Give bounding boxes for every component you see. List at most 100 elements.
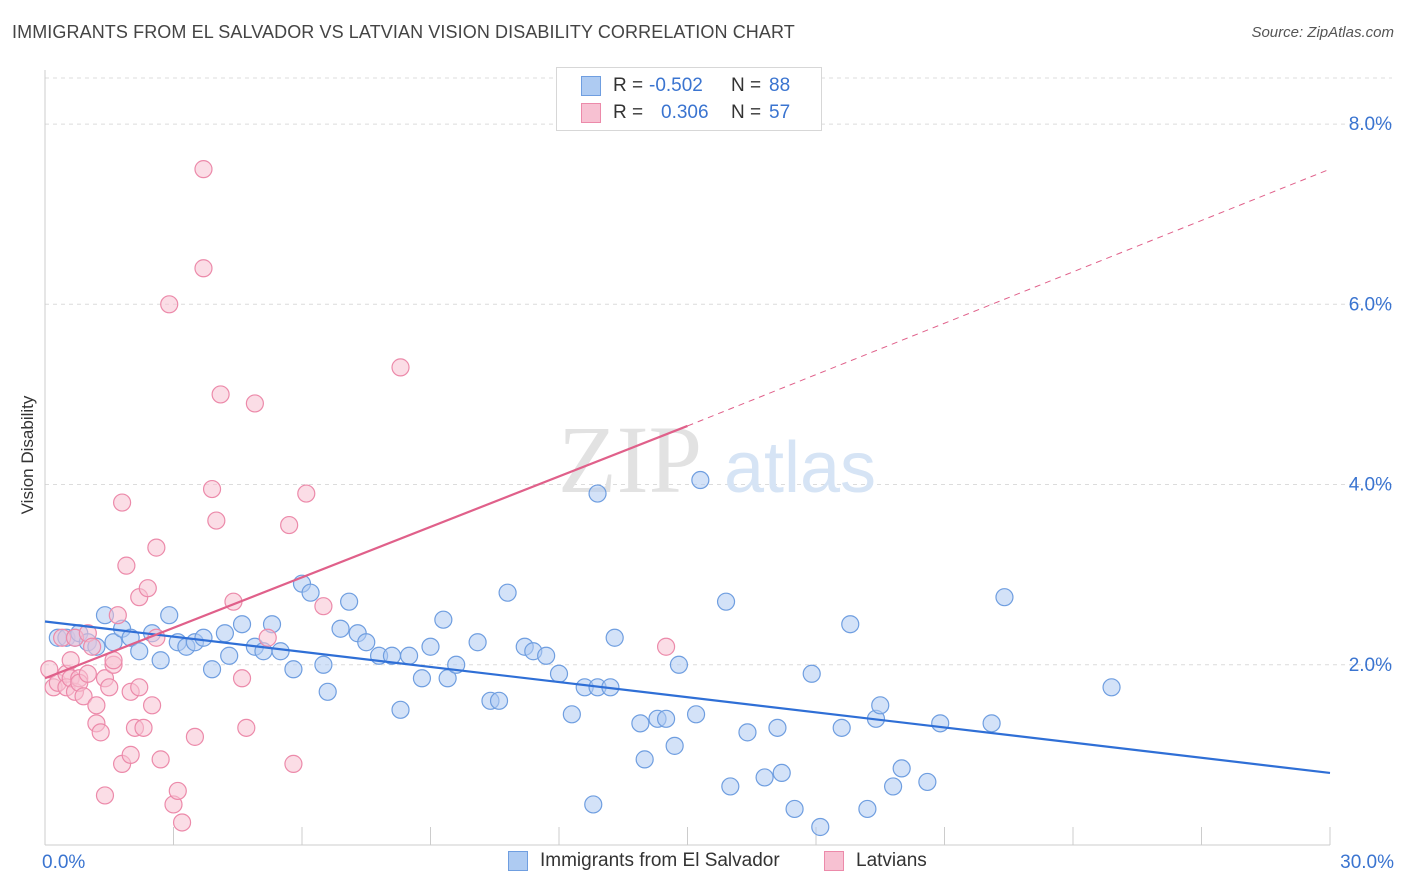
- data-point: [95, 786, 115, 805]
- data-point: [669, 655, 689, 674]
- r-label: R =: [613, 75, 644, 96]
- data-point: [883, 777, 903, 796]
- data-point: [87, 696, 106, 715]
- data-point: [399, 646, 419, 665]
- trend-line-latvians: [44, 424, 688, 680]
- data-point: [391, 358, 410, 377]
- data-point: [147, 538, 166, 557]
- data-point: [832, 718, 851, 737]
- data-point: [207, 511, 226, 530]
- legend-swatch-latvians: [824, 851, 844, 871]
- data-point: [982, 714, 1001, 733]
- data-point: [284, 754, 303, 773]
- data-point: [811, 817, 830, 837]
- data-point: [151, 651, 170, 670]
- data-point: [412, 669, 432, 688]
- data-point: [194, 628, 213, 647]
- data-point: [74, 687, 93, 706]
- data-point: [721, 777, 740, 796]
- data-point: [194, 160, 213, 179]
- data-point: [434, 610, 453, 629]
- trend-line-latvians: [687, 168, 1331, 427]
- data-point: [297, 484, 316, 503]
- data-point: [134, 718, 153, 737]
- x-axis-min-label: 0.0%: [42, 852, 86, 873]
- data-point: [160, 295, 179, 314]
- n-label: N =: [731, 102, 762, 123]
- data-point: [498, 583, 517, 602]
- legend-row-salvador: R = -0.502 N = 88: [581, 74, 790, 98]
- data-point: [391, 700, 410, 719]
- n-label: N =: [731, 75, 762, 96]
- data-point: [138, 579, 157, 598]
- data-point: [858, 799, 877, 819]
- data-points: [40, 160, 1121, 837]
- legend-label-salvador: Immigrants from El Salvador: [540, 850, 780, 871]
- watermark-atlas: atlas: [724, 428, 876, 508]
- data-point: [215, 624, 234, 643]
- trend-lines: [44, 168, 1331, 774]
- data-point: [691, 470, 710, 490]
- data-point: [802, 664, 821, 683]
- data-point: [284, 660, 303, 679]
- x-axis-max-label: 30.0%: [1340, 852, 1394, 873]
- data-point: [738, 723, 757, 742]
- data-point: [605, 628, 624, 647]
- data-point: [716, 592, 736, 611]
- y-tick-label: 4.0%: [1349, 475, 1392, 496]
- watermark-zip: ZIP: [558, 406, 702, 513]
- watermark: ZIP atlas: [558, 406, 876, 513]
- data-point: [232, 615, 252, 634]
- y-tick-label: 6.0%: [1349, 294, 1392, 315]
- data-point: [584, 795, 603, 814]
- legend-swatch-salvador: [508, 851, 528, 871]
- data-point: [768, 718, 787, 737]
- trend-line-salvador: [44, 620, 1331, 774]
- data-point: [83, 637, 102, 656]
- data-point: [100, 678, 119, 697]
- n-value: 88: [769, 75, 791, 96]
- data-point: [562, 705, 581, 724]
- data-point: [588, 484, 607, 503]
- axes: [44, 70, 1331, 846]
- correlation-legend: R = -0.502 N = 88 R = 0.306 N = 57: [556, 67, 822, 131]
- data-point: [841, 615, 860, 634]
- data-point: [130, 642, 149, 661]
- data-point: [112, 493, 132, 512]
- data-point: [91, 723, 110, 742]
- data-point: [194, 259, 213, 278]
- series-legend: Immigrants from El Salvador Latvians: [0, 850, 1406, 878]
- y-tick-label: 2.0%: [1349, 655, 1392, 676]
- data-point: [340, 592, 359, 611]
- y-tick-label: 8.0%: [1349, 114, 1392, 135]
- data-point: [537, 646, 556, 665]
- grid-lines: [45, 77, 1392, 666]
- data-point: [489, 691, 509, 710]
- data-point: [331, 619, 350, 638]
- data-point: [995, 588, 1014, 607]
- series-salvador: [48, 470, 1121, 837]
- source-credit: Source: ZipAtlas.com: [1251, 24, 1394, 41]
- data-point: [871, 696, 890, 715]
- data-point: [172, 813, 192, 832]
- data-point: [892, 759, 911, 778]
- y-tick-labels: 2.0% 4.0% 6.0% 8.0%: [1349, 114, 1392, 676]
- n-value: 57: [769, 102, 791, 123]
- data-point: [151, 750, 170, 769]
- data-point: [202, 660, 222, 679]
- data-point: [357, 633, 376, 652]
- data-point: [656, 709, 676, 728]
- data-point: [755, 768, 774, 787]
- data-point: [785, 799, 804, 819]
- data-point: [318, 682, 337, 701]
- r-value: -0.502: [649, 75, 703, 96]
- data-point: [142, 696, 162, 715]
- r-value: 0.306: [661, 102, 709, 123]
- data-point: [258, 628, 277, 647]
- legend-item-salvador: Immigrants from El Salvador: [508, 850, 780, 872]
- data-point: [117, 556, 136, 575]
- data-point: [631, 714, 650, 733]
- legend-row-latvians: R = 0.306 N = 57: [581, 101, 790, 125]
- data-point: [237, 718, 256, 737]
